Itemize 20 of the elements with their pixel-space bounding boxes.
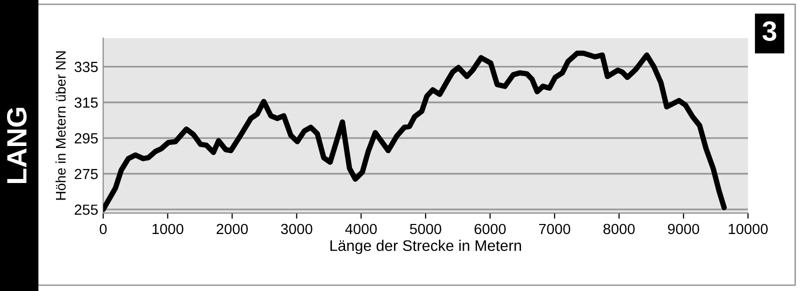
x-tick-label: 6000 <box>474 224 506 234</box>
x-tick-label: 7000 <box>539 224 570 234</box>
y-tick-label: 335 <box>74 62 98 72</box>
x-tick-label: 4000 <box>345 224 377 234</box>
y-tick-label: 315 <box>74 97 98 108</box>
x-tick-label: 8000 <box>603 224 635 234</box>
text: 3 <box>762 21 776 41</box>
y-tick-label: 275 <box>74 168 98 180</box>
y-axis-title: Höhe in Metern über NN <box>56 51 66 200</box>
x-tick-label: 3000 <box>280 224 312 234</box>
y-tick-label: 295 <box>74 133 98 144</box>
text: LANG <box>6 108 27 183</box>
x-tick-label: 1000 <box>152 224 184 234</box>
x-tick-label: 5000 <box>410 224 442 234</box>
x-tick-label: 2000 <box>216 224 248 234</box>
x-axis-title: Länge der Strecke in Metern <box>330 240 522 254</box>
x-tick-label: 0 <box>100 224 107 234</box>
x-tick-label: 10000 <box>728 224 768 234</box>
y-tick-label: 255 <box>74 204 98 215</box>
x-tick-label: 9000 <box>668 224 700 234</box>
